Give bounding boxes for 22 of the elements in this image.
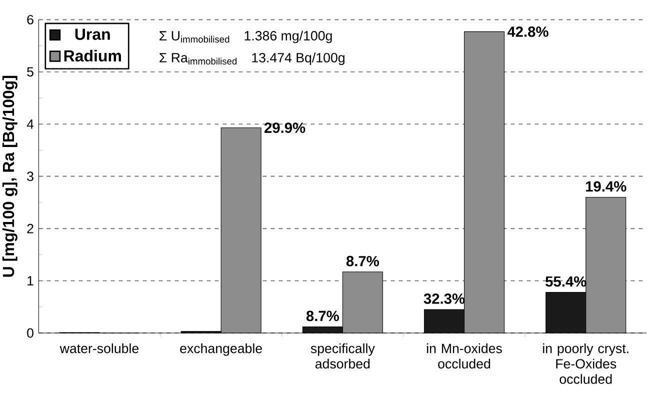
x-tick-label: in poorly cryst. Fe-Oxides occluded (543, 343, 628, 384)
annotation: 42.8% (507, 26, 548, 37)
legend-label: Uran (75, 28, 110, 40)
annotation: 8.7% (306, 310, 339, 322)
y-tick-label: 6 (27, 14, 34, 24)
x-tick-label: specifically adsorbed (310, 343, 375, 369)
x-tick-label: in Mn-oxides occluded (427, 343, 502, 369)
y-tick-label: 5 (27, 67, 34, 77)
x-tick-label: water-soluble (60, 343, 139, 354)
annotation: 8.7% (346, 256, 379, 266)
annotation: 19.4% (586, 181, 626, 192)
y-tick-label: 0 (27, 328, 34, 338)
annotation: $\text{Σ U}_{\text{immobilised}}\quad\text{1.386 mg/100g}$ (160, 30, 332, 44)
legend-label: Radium (64, 50, 121, 62)
y-axis-title: U [mg/100 g], Ra [Bq/100g] (2, 76, 18, 277)
x-tick-label: exchangeable (180, 343, 262, 356)
annotation: 29.9% (264, 122, 306, 133)
y-tick-label: 2 (27, 224, 34, 234)
y-tick-label: 3 (27, 172, 34, 182)
y-tick-label: 4 (26, 120, 34, 129)
annotation: $\text{Σ Ra}_{\text{immobilised}}\quad\text{13.474 Bq/100g}$ (160, 52, 344, 66)
y-tick-label: 1 (28, 276, 34, 286)
